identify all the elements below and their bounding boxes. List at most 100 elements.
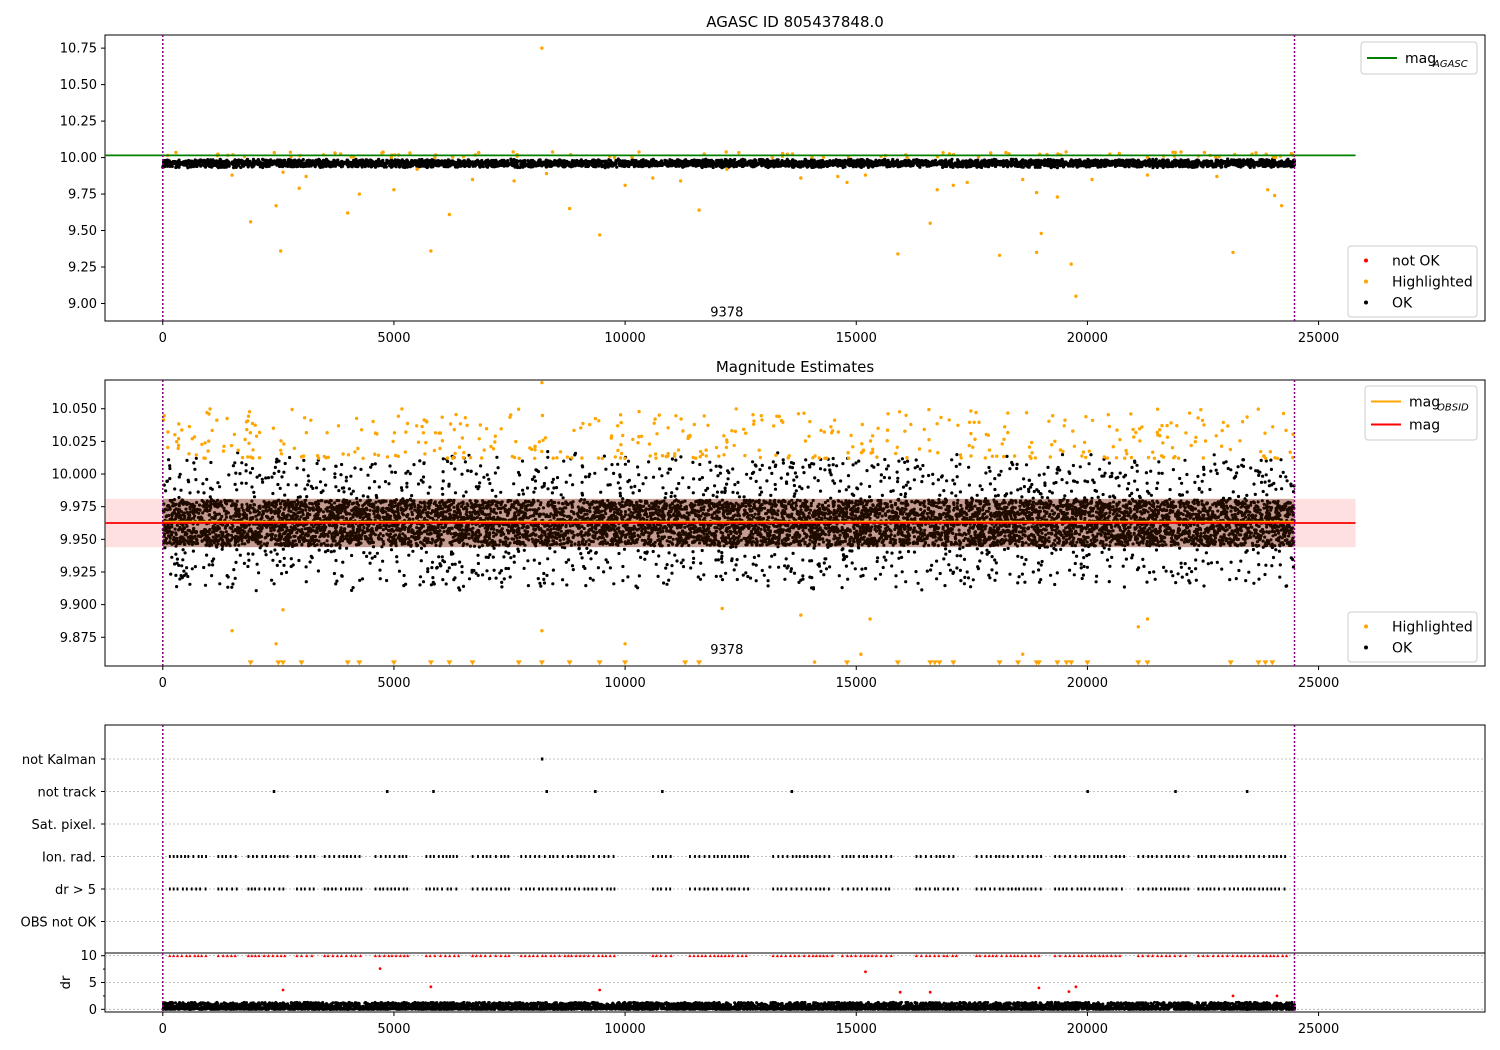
ok-point <box>305 159 309 163</box>
ok-point <box>1142 160 1146 164</box>
ok-point <box>316 161 320 165</box>
ok-point <box>186 162 190 166</box>
ok-point <box>545 162 549 166</box>
ok-point <box>603 161 608 165</box>
ok-point <box>506 162 510 166</box>
ok-point <box>740 162 745 166</box>
ok-point <box>212 162 216 166</box>
ok-point <box>670 159 674 163</box>
ok-point <box>871 160 875 164</box>
ok-point <box>277 162 282 166</box>
ok-point <box>1103 158 1107 162</box>
ok-point <box>516 159 520 163</box>
ok-point <box>1126 164 1130 168</box>
ok-point <box>577 162 581 166</box>
ok-point <box>529 161 533 165</box>
ok-point <box>526 164 530 168</box>
ok-point <box>320 161 324 165</box>
ok-point <box>252 163 256 167</box>
ok-point <box>849 163 853 167</box>
ok-point <box>906 160 910 164</box>
ok-point <box>956 159 960 163</box>
ok-point <box>1089 162 1093 166</box>
ok-point <box>401 165 405 169</box>
ok-point <box>718 160 722 164</box>
ok-point <box>1190 160 1194 164</box>
ok-point <box>1078 159 1082 163</box>
ok-point <box>1157 161 1161 165</box>
ok-point <box>640 160 644 164</box>
ok-point <box>958 162 963 166</box>
ok-point <box>1198 161 1202 165</box>
ok-point <box>1258 163 1262 167</box>
ok-point <box>1255 163 1259 167</box>
ok-point <box>728 160 732 164</box>
ok-point <box>239 165 243 170</box>
ok-point <box>1279 162 1283 166</box>
ok-point <box>890 162 894 166</box>
ok-point <box>1249 157 1253 162</box>
ok-point <box>173 160 177 164</box>
ok-point <box>1066 162 1070 166</box>
ok-point <box>356 162 360 166</box>
ok-point <box>325 160 329 164</box>
ok-point <box>1136 164 1140 168</box>
ok-point <box>407 161 411 165</box>
ok-point <box>263 161 267 166</box>
ok-point <box>1226 162 1230 166</box>
ok-point <box>444 160 448 164</box>
ok-point <box>792 162 797 166</box>
ok-point <box>455 160 459 165</box>
ok-point <box>189 160 193 164</box>
ok-point <box>168 161 172 165</box>
ok-point <box>419 159 424 163</box>
ok-point <box>654 160 658 164</box>
ok-point <box>1077 161 1081 166</box>
ok-point <box>1119 162 1124 166</box>
ok-point <box>630 159 635 163</box>
ok-point <box>602 164 606 168</box>
ok-point <box>665 161 669 166</box>
ok-point <box>572 160 576 164</box>
ok-point <box>975 161 979 165</box>
ok-point <box>232 166 236 170</box>
ok-point <box>758 159 762 164</box>
ok-point <box>589 162 593 167</box>
ok-point <box>426 165 430 169</box>
ok-point <box>340 159 344 163</box>
ok-point <box>296 164 300 168</box>
ok-point <box>1099 159 1103 163</box>
ok-point <box>395 159 399 163</box>
ok-point <box>539 161 543 165</box>
ok-point <box>875 162 880 166</box>
ok-point <box>373 165 378 169</box>
ok-point <box>353 162 357 166</box>
ok-point <box>428 161 432 166</box>
ok-point <box>1107 160 1111 164</box>
ok-point <box>363 159 367 163</box>
ok-point <box>1069 160 1073 164</box>
ok-point <box>519 160 524 164</box>
ok-point <box>700 163 704 167</box>
ok-point <box>535 162 539 167</box>
ok-point <box>485 162 489 166</box>
ok-point <box>677 160 682 164</box>
ok-point <box>723 163 727 167</box>
ok-point <box>1129 158 1133 162</box>
ok-point <box>946 161 951 165</box>
ok-point <box>1160 164 1164 168</box>
ok-point <box>1058 162 1062 166</box>
ok-point <box>798 163 802 167</box>
ok-point <box>580 164 584 168</box>
ok-point <box>1285 164 1290 168</box>
ok-point <box>788 161 792 165</box>
ok-point <box>782 162 786 167</box>
ok-point <box>455 165 459 169</box>
ok-point <box>434 160 438 164</box>
ok-point <box>866 165 871 169</box>
ok-point <box>353 158 357 162</box>
ok-point <box>812 158 816 162</box>
ok-point <box>332 158 336 162</box>
ok-point <box>827 161 831 165</box>
ok-point <box>1005 163 1010 167</box>
